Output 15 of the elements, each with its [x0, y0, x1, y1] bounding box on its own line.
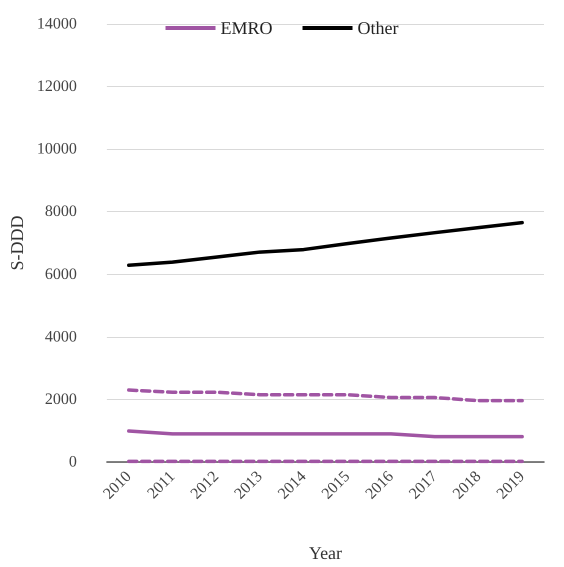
- legend-label: Other: [358, 18, 398, 38]
- y-tick-label: 4000: [44, 328, 77, 346]
- y-tick-label: 14000: [36, 16, 77, 32]
- y-tick-label: 12000: [36, 78, 77, 96]
- y-tick-label: 8000: [44, 203, 77, 220]
- y-axis-title: S-DDD: [7, 215, 27, 271]
- y-tick-label: 2000: [44, 390, 77, 408]
- y-tick-label: 10000: [36, 140, 77, 158]
- line-series: [127, 388, 524, 402]
- y-tick-label: 0: [68, 454, 77, 470]
- y-tick-label: 6000: [44, 266, 77, 283]
- legend-label: EMRO: [220, 18, 273, 38]
- x-tick-label: 2011: [144, 468, 178, 502]
- line-series: [127, 220, 524, 267]
- x-axis-title: Year: [308, 543, 342, 563]
